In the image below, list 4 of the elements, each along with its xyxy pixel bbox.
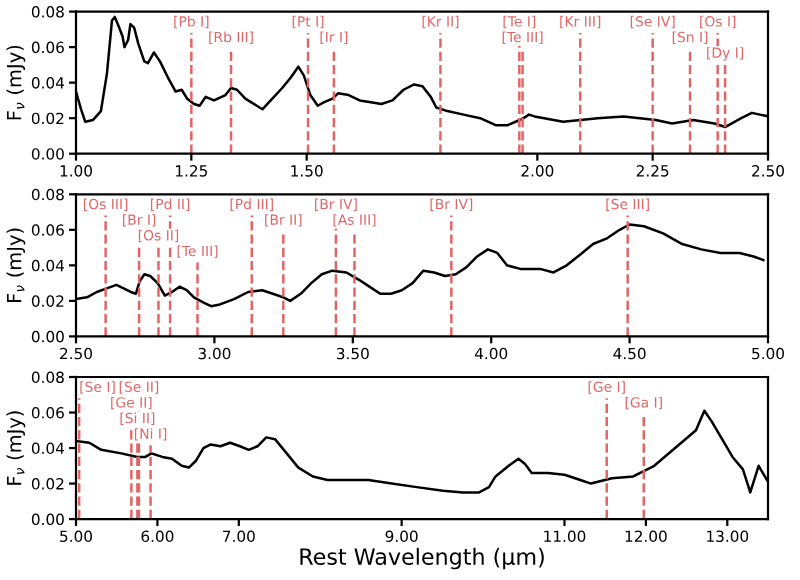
y-axis-title: F$_{ν}$ (mJy) — [6, 228, 26, 303]
x-axis-title: Rest Wavelength (μm) — [300, 547, 544, 570]
y-axis-title: F$_{ν}$ (mJy) — [6, 411, 26, 485]
y-axis-title: F$_{ν}$ (mJy) — [6, 45, 26, 120]
